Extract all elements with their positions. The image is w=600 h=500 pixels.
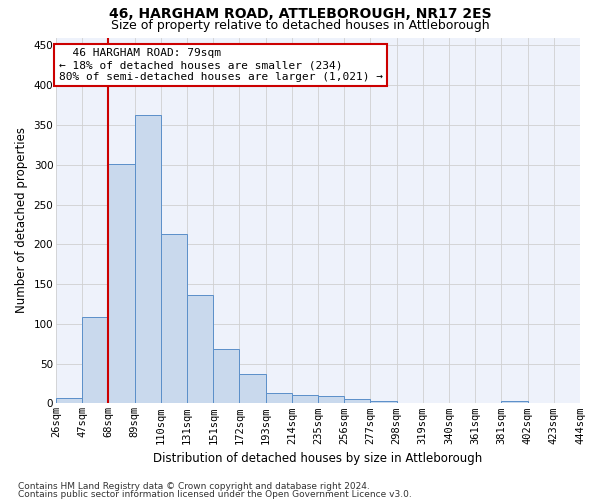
Bar (213, 350, 239, 404)
Bar (161, 234, 187, 404)
Text: 46, HARGHAM ROAD, ATTLEBOROUGH, NR17 2ES: 46, HARGHAM ROAD, ATTLEBOROUGH, NR17 2ES (109, 8, 491, 22)
Bar (109, 164, 134, 404)
Bar (266, 393, 292, 404)
Text: 46 HARGHAM ROAD: 79sqm
← 18% of detached houses are smaller (234)
80% of semi-de: 46 HARGHAM ROAD: 79sqm ← 18% of detached… (59, 48, 383, 82)
Bar (239, 374, 266, 404)
Bar (56, 398, 82, 404)
Y-axis label: Number of detached properties: Number of detached properties (15, 128, 28, 314)
X-axis label: Distribution of detached houses by size in Attleborough: Distribution of detached houses by size … (154, 452, 482, 465)
Text: Contains HM Land Registry data © Crown copyright and database right 2024.: Contains HM Land Registry data © Crown c… (18, 482, 370, 491)
Bar (134, 116, 161, 404)
Bar (344, 398, 370, 404)
Bar (318, 396, 344, 404)
Bar (370, 401, 397, 404)
Bar (82, 318, 109, 404)
Bar (502, 401, 527, 404)
Bar (292, 396, 318, 404)
Bar (187, 295, 213, 404)
Text: Contains public sector information licensed under the Open Government Licence v3: Contains public sector information licen… (18, 490, 412, 499)
Text: Size of property relative to detached houses in Attleborough: Size of property relative to detached ho… (110, 18, 490, 32)
Bar (397, 402, 423, 404)
